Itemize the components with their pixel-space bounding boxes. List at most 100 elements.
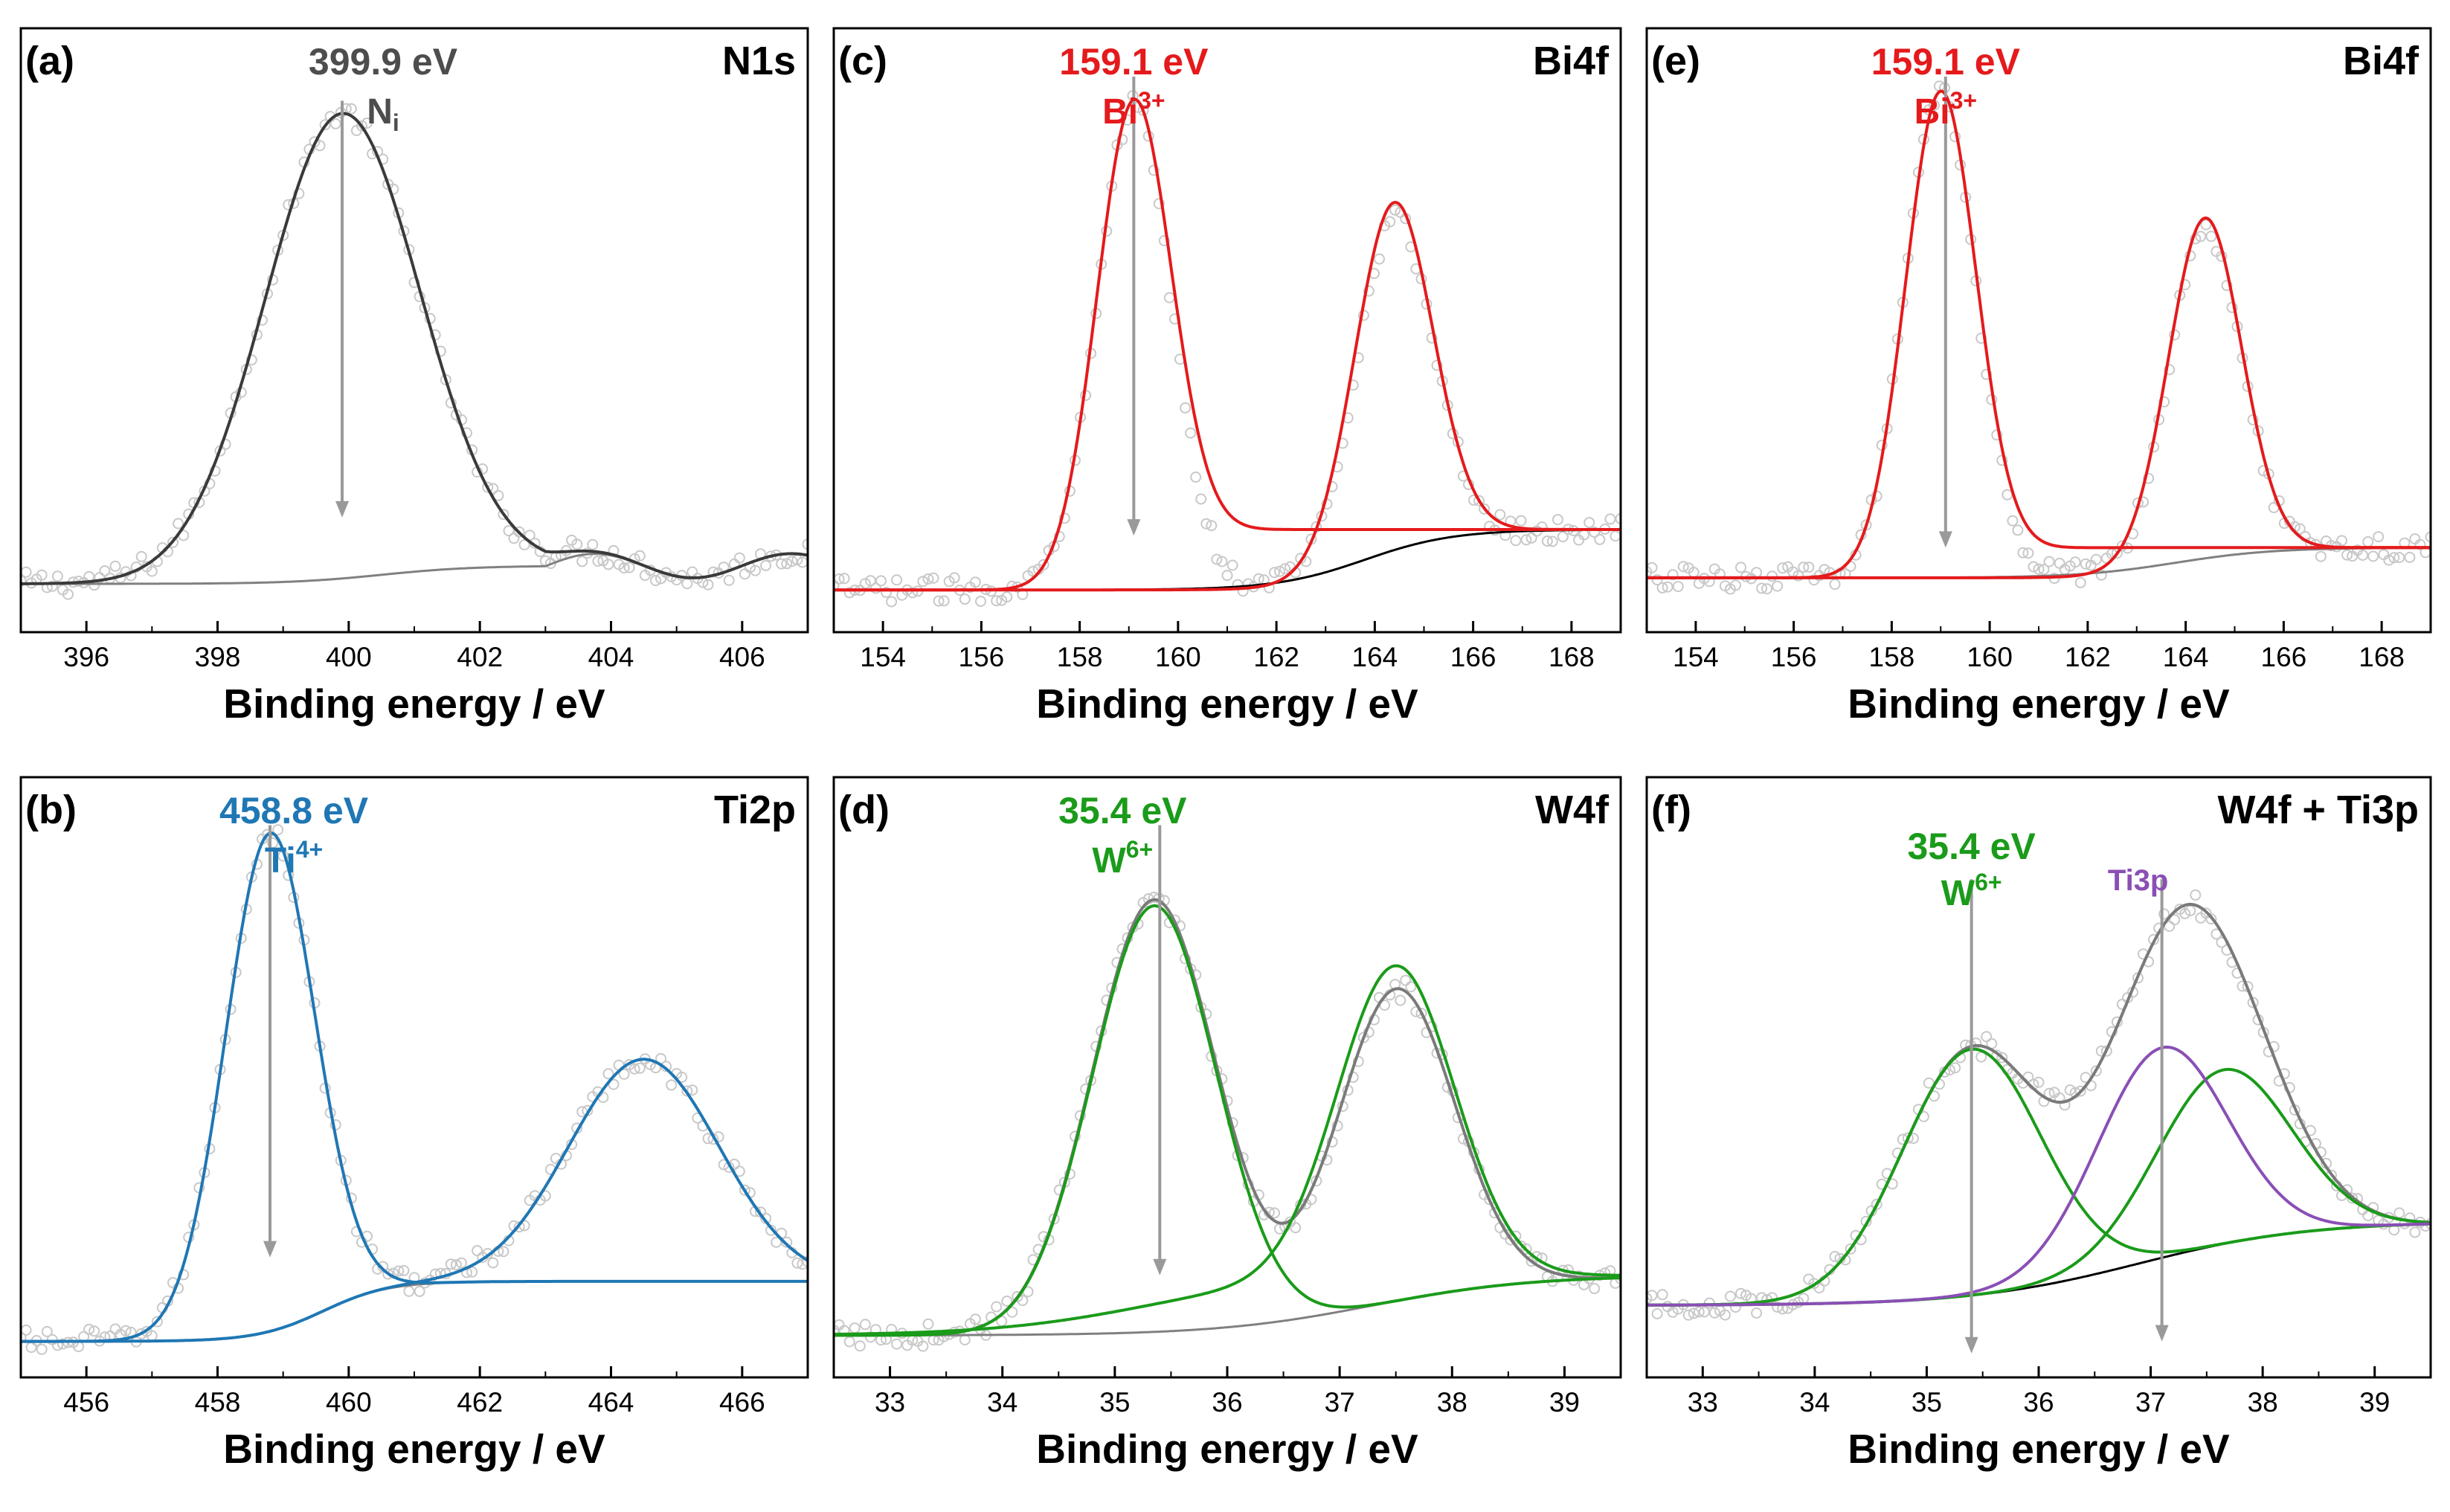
- data-point: [681, 1085, 693, 1097]
- data-point: [1269, 1207, 1280, 1219]
- data-point: [1698, 1306, 1710, 1318]
- peak-arrow-head: [1153, 1258, 1167, 1275]
- data-point: [623, 562, 635, 573]
- data-point: [1735, 1287, 1746, 1299]
- panel-a: 396 398 400 402 404 406 Binding energy / eV (a)…: [19, 27, 809, 727]
- data-point: [676, 1071, 688, 1083]
- state-symbol: Ti3p: [2108, 864, 2169, 897]
- data-point: [1902, 1132, 1914, 1144]
- data-point: [733, 552, 745, 564]
- data-point: [750, 564, 761, 576]
- chemical-state-label: Bi3+: [1914, 87, 1977, 132]
- data-point: [771, 1236, 782, 1248]
- data-point: [513, 526, 525, 538]
- data-point: [1996, 1052, 2008, 1064]
- data-point: [1589, 1283, 1601, 1295]
- data-point: [1195, 493, 1207, 505]
- data-point: [1949, 1062, 1961, 1074]
- data-point: [2074, 1085, 2086, 1097]
- panel-title: W4f: [1535, 788, 1610, 832]
- data-point: [838, 573, 850, 585]
- data-point: [482, 481, 494, 493]
- data-point: [1656, 582, 1668, 593]
- data-point: [917, 1340, 929, 1352]
- data-point: [2315, 550, 2327, 562]
- panel-label: (e): [1651, 39, 1700, 83]
- state-subscript: i: [393, 109, 399, 136]
- data-point: [864, 575, 876, 587]
- data-point: [1766, 1292, 1778, 1304]
- data-point: [83, 1323, 95, 1335]
- data-point: [36, 1343, 48, 1355]
- data-point: [1426, 332, 1438, 344]
- data-point: [2414, 538, 2426, 550]
- data-point: [1290, 1222, 1302, 1234]
- data-point: [991, 595, 1003, 607]
- data-point: [2179, 279, 2191, 291]
- data-point: [1677, 561, 1689, 573]
- data-point: [393, 1265, 405, 1277]
- data-point: [1667, 569, 1679, 581]
- peak-energy-label: 399.9 eV: [309, 41, 458, 83]
- data-point: [1688, 1307, 1700, 1319]
- data-point: [89, 1325, 100, 1337]
- annotation-n: 399.9 eV Ni: [309, 41, 458, 518]
- data-point: [938, 595, 950, 607]
- panel-title: Bi4f: [1533, 39, 1610, 83]
- data-point: [1552, 514, 1563, 526]
- data-point: [1772, 1302, 1784, 1313]
- data-point: [2393, 1207, 2405, 1219]
- data-point: [513, 1221, 525, 1233]
- data-point: [21, 566, 32, 578]
- data-point: [1871, 1198, 1882, 1210]
- peak-arrow-head: [335, 501, 350, 518]
- data-point: [1656, 1289, 1668, 1301]
- data-point: [843, 1336, 855, 1348]
- data-point: [498, 1246, 509, 1258]
- state-symbol: W: [1941, 874, 1975, 913]
- x-tick-label: 39: [2359, 1387, 2390, 1418]
- data-point: [2179, 907, 2191, 919]
- data-point: [2054, 557, 2065, 569]
- data-point: [1662, 581, 1673, 593]
- data-point: [1735, 562, 1746, 573]
- data-point: [786, 556, 798, 567]
- data-point: [120, 1325, 132, 1336]
- data-point: [891, 1338, 903, 1350]
- series-ti2p1-2-fit: [21, 1058, 808, 1343]
- chemical-state-label: Ti3p: [2108, 864, 2169, 897]
- data-point: [2205, 231, 2217, 242]
- plot-area-a: [21, 103, 808, 600]
- x-tick-label: 34: [1799, 1387, 1830, 1418]
- data-point: [466, 1266, 478, 1278]
- series-w4f7-2-fit: [1647, 1047, 2431, 1307]
- data-point: [1363, 285, 1374, 297]
- data-point: [2357, 550, 2369, 561]
- data-point: [1058, 512, 1070, 524]
- data-point: [109, 1323, 121, 1335]
- data-point: [1730, 1302, 1741, 1313]
- data-point: [21, 1332, 27, 1344]
- data-point: [487, 1257, 499, 1269]
- x-axis-label: Binding energy / eV: [1036, 681, 1418, 727]
- data-point: [456, 1257, 467, 1269]
- x-tick-label: 156: [959, 642, 1005, 672]
- x-tick-label: 466: [719, 1387, 765, 1418]
- chemical-state-label: Ni: [367, 92, 399, 136]
- series-bi4f5-2-fit: [1647, 216, 2431, 579]
- data-point: [849, 1322, 861, 1334]
- data-point: [634, 1062, 646, 1074]
- data-point: [739, 1184, 750, 1196]
- chemical-state-label: W6+: [1092, 836, 1153, 881]
- series-envelope: [1647, 902, 2431, 1307]
- data-point: [167, 536, 179, 548]
- data-point: [245, 354, 257, 366]
- x-tick-label: 158: [1057, 642, 1103, 672]
- data-point: [2378, 549, 2390, 561]
- data-point: [781, 558, 793, 570]
- data-point: [2158, 396, 2170, 408]
- data-point: [1525, 532, 1537, 544]
- x-axis-label: Binding energy / eV: [1848, 681, 2230, 727]
- x-tick-label: 33: [1688, 1387, 1718, 1418]
